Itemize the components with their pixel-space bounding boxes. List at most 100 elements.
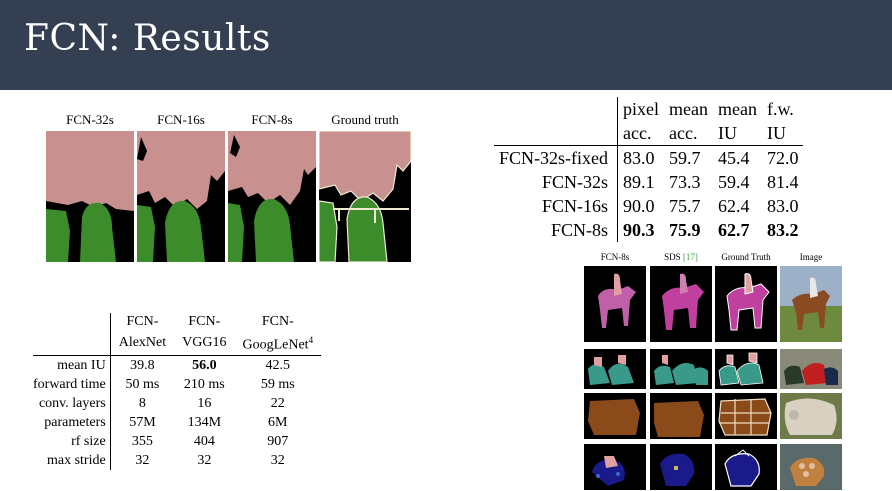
table-header-row: acc. acc. IU IU (494, 121, 803, 146)
example-image-sheep (780, 393, 842, 439)
example-fcn8s-sheep (584, 393, 646, 439)
table-row: mean IU 39.8 56.0 42.5 (33, 354, 322, 375)
table-row: forward time 50 ms 210 ms 59 ms (33, 374, 321, 394)
table-cell: 134M (187, 414, 222, 430)
table-cell: 59.7 (664, 145, 713, 170)
table-cell: 59.4 (717, 172, 750, 192)
segmentation-comparison: FCN-32s FCN-16s FCN-8s Ground truth (46, 110, 411, 262)
header-pixel-acc-line2: acc. (623, 123, 652, 143)
header-alexnet-line2: AlexNet (118, 334, 167, 350)
example-results-grid: FCN-8s SDS [17] Ground Truth Image (584, 252, 848, 490)
header-googlenet-name: GoogLeNet (242, 337, 309, 353)
table-cell: 50 ms (125, 376, 160, 392)
row-label: parameters (33, 412, 111, 432)
row-label: rf size (33, 431, 111, 451)
table-header-corner (494, 121, 618, 146)
example-image-motorbikes (780, 349, 842, 389)
example-sds-sheep (650, 393, 712, 439)
table-row: parameters 57M 134M 6M (33, 412, 321, 432)
example-fcn8s-boat (584, 444, 646, 490)
row-label: max stride (33, 450, 111, 470)
table-row: FCN-32s 89.1 73.3 59.4 81.4 (494, 170, 803, 194)
header-mean-iu-line2: IU (717, 123, 737, 143)
example-sds-horse (650, 266, 712, 342)
table-cell: 32 (197, 452, 212, 468)
table-cell: 210 ms (183, 376, 225, 392)
example-gt-motorbikes (715, 349, 777, 389)
table-cell: 72.0 (761, 145, 804, 170)
table-cell: 39.8 (110, 354, 175, 375)
title-bar: FCN: Results (0, 0, 892, 90)
table-cell: 404 (193, 433, 215, 449)
table-cell: 62.4 (717, 196, 750, 216)
table-cell-best: 75.9 (669, 220, 701, 240)
table-cell: 907 (267, 433, 289, 449)
example-header-image: Image (799, 252, 823, 262)
header-alexnet-line1: FCN- (126, 314, 159, 329)
example-image-horse (780, 266, 842, 342)
seg-label-ground-truth: Ground truth (331, 112, 399, 127)
table-header-corner (494, 97, 618, 121)
table-cell: 16 (197, 395, 212, 411)
table-cell: 90.0 (623, 196, 655, 216)
header-mean-iu-line1: mean (717, 99, 757, 119)
table-row: conv. layers 8 16 22 (33, 393, 321, 413)
table-cell: 81.4 (766, 172, 799, 192)
table-row: FCN-8s 90.3 75.9 62.7 83.2 (494, 218, 803, 242)
example-header-fcn8s: FCN-8s (600, 252, 630, 262)
example-header-sds: SDS [17] (650, 252, 712, 262)
table-cell: 45.4 (712, 145, 762, 170)
table-cell: 6M (268, 414, 288, 430)
row-label: FCN-8s (494, 218, 618, 242)
fcn-stride-results-table: pixel mean mean f.w. acc. acc. IU IU FCN… (494, 97, 804, 242)
seg-image-fcn32s (46, 131, 134, 262)
header-mean-acc-line2: acc. (669, 123, 698, 143)
seg-image-fcn8s (228, 131, 316, 262)
table-cell: 57M (129, 414, 156, 430)
table-cell: 42.5 (234, 354, 322, 375)
row-label: FCN-16s (494, 194, 618, 218)
example-header-sds-label: SDS (664, 252, 683, 262)
table-row: FCN-32s-fixed 83.0 59.7 45.4 72.0 (494, 145, 804, 170)
table-cell: 355 (131, 433, 153, 449)
table-cell: 75.7 (669, 196, 701, 216)
table-cell: 83.0 (617, 145, 664, 170)
table-header-row: AlexNet VGG16 GoogLeNet4 (33, 331, 321, 356)
header-pixel-acc-line1: pixel (623, 99, 659, 119)
table-cell-best: 90.3 (623, 220, 655, 240)
example-fcn8s-horse (584, 266, 646, 342)
table-cell-best: 62.7 (717, 220, 750, 240)
table-header-row: FCN- FCN- FCN- (33, 313, 321, 331)
seg-label-fcn16s: FCN-16s (157, 112, 205, 127)
table-cell-best: 83.2 (766, 220, 799, 240)
table-cell-best: 56.0 (174, 354, 235, 375)
table-cell: 59 ms (260, 376, 295, 392)
seg-label-fcn8s: FCN-8s (251, 112, 293, 127)
header-fw-iu-line2: IU (766, 123, 786, 143)
example-fcn8s-motorbikes (584, 349, 646, 389)
header-mean-acc-line1: mean (669, 99, 708, 119)
row-label: FCN-32s (494, 170, 618, 194)
example-gt-horse (715, 266, 777, 342)
row-label: FCN-32s-fixed (494, 145, 618, 170)
table-cell: 73.3 (669, 172, 701, 192)
row-label: forward time (33, 374, 111, 394)
footnote-marker: 4 (308, 335, 314, 345)
backbone-comparison-table: FCN- FCN- FCN- AlexNet VGG16 GoogLeNet4 … (33, 313, 322, 470)
table-cell: 8 (138, 395, 146, 411)
slide-title: FCN: Results (24, 18, 271, 59)
header-vgg16-line1: FCN- (188, 314, 221, 329)
example-gt-boat (715, 444, 777, 490)
table-row: FCN-16s 90.0 75.7 62.4 83.0 (494, 194, 803, 218)
seg-image-ground-truth (319, 131, 411, 262)
table-header-row: pixel mean mean f.w. (494, 97, 803, 121)
example-sds-boat (650, 444, 712, 490)
seg-image-fcn16s (137, 131, 225, 262)
example-gt-sheep (715, 393, 777, 439)
seg-label-fcn32s: FCN-32s (66, 112, 114, 127)
header-fw-iu-line1: f.w. (766, 99, 794, 119)
example-sds-motorbikes (650, 349, 712, 389)
table-cell: 32 (135, 452, 150, 468)
table-row: max stride 32 32 32 (33, 450, 321, 470)
table-cell: 32 (270, 452, 285, 468)
